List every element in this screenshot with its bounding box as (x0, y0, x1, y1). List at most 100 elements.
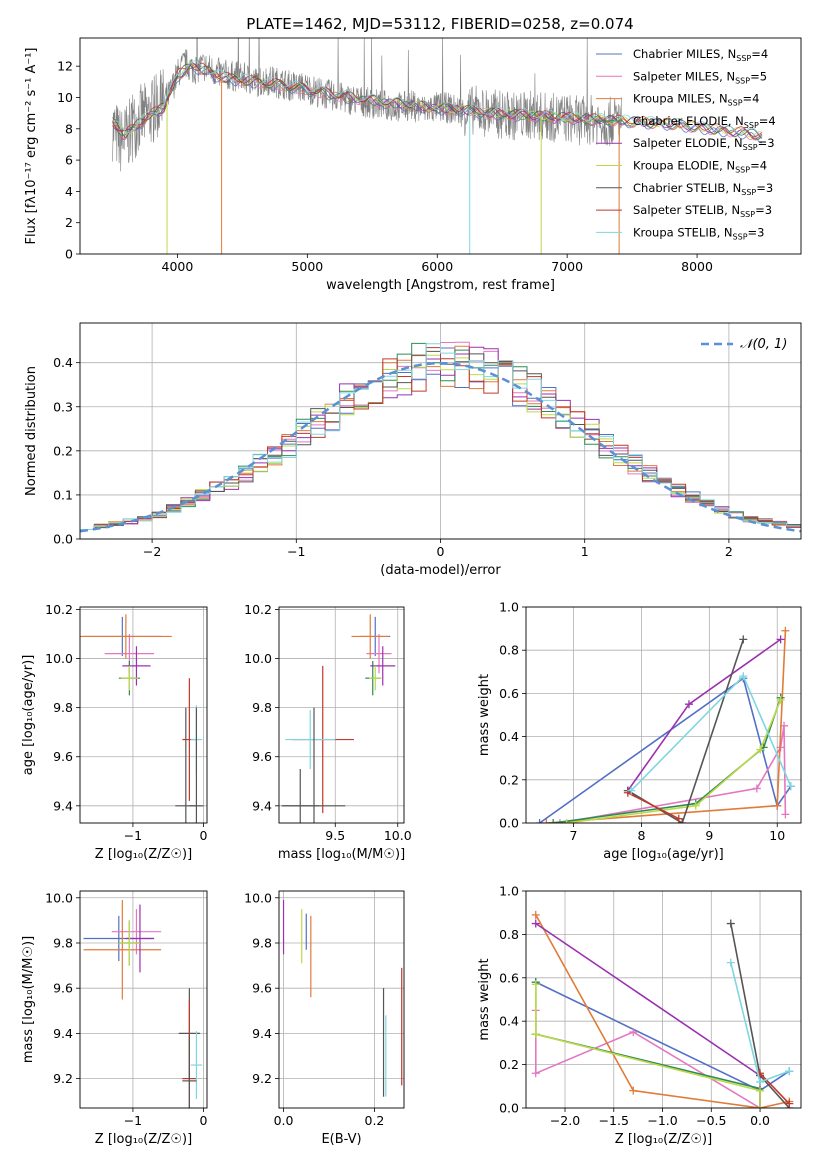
plot-area (83, 900, 203, 1108)
y-axis-label: mass [log₁₀(M/M☉)] (21, 936, 36, 1063)
mass-weight-marker (786, 782, 795, 791)
mass-weight-marker (773, 801, 782, 810)
x-tick-label: −2.0 (550, 1113, 580, 1128)
mass-weight-marker (555, 819, 564, 823)
x-tick-label: 0.2 (365, 1113, 385, 1128)
plot-area (281, 614, 396, 823)
y-tick-label: 6 (65, 153, 73, 168)
legend-label: Salpeter ELODIE, NSSP=3 (633, 136, 775, 152)
mass-weight-marker (776, 635, 785, 644)
y-tick-label: 9.6 (53, 749, 73, 764)
mass-weight-marker (562, 819, 571, 823)
mass-weight-marker (726, 958, 735, 967)
mass-weight-line (535, 982, 761, 1108)
y-tick-label: 0.2 (499, 1057, 519, 1072)
model-spectrum-line (112, 60, 763, 138)
x-tick-label: 10.0 (384, 828, 412, 843)
mass-weight-marker (531, 910, 540, 919)
x-axis-label: mass [log₁₀(M/M☉)] (278, 847, 405, 862)
mass-weight-line (759, 1072, 790, 1105)
mass-weight-line (627, 792, 680, 820)
mass-weight-marker (739, 635, 748, 644)
axes-frame (79, 322, 802, 540)
mass-weight-marker (531, 1069, 540, 1078)
y-tick-label: 9.6 (252, 749, 272, 764)
legend-label: Salpeter STELIB, NSSP=3 (633, 203, 772, 219)
mass-weight-marker (781, 626, 790, 635)
x-tick-label: 8000 (681, 259, 713, 274)
y-tick-label: 9.4 (252, 1026, 272, 1041)
legend-label: Kroupa STELIB, NSSP=3 (633, 225, 764, 241)
x-tick-label: 0 (199, 1113, 207, 1128)
plot-area (80, 341, 801, 533)
x-tick-label: 9 (705, 828, 713, 843)
y-tick-label: 0.1 (53, 487, 73, 502)
y-tick-label: 9.6 (252, 981, 272, 996)
mass-weight-marker (674, 814, 683, 823)
y-tick-label: 0.3 (53, 399, 73, 414)
x-tick-label: 5000 (291, 259, 323, 274)
mass-weight-marker (629, 1086, 638, 1095)
observed-spectrum-line (112, 38, 622, 172)
mass-weight-marker (684, 700, 693, 709)
y-tick-label: 0.0 (499, 1101, 519, 1116)
x-tick-label: 7000 (551, 259, 583, 274)
y-tick-label: 10.0 (244, 651, 272, 666)
y-axis-label: mass weight (477, 958, 492, 1040)
plot-area (531, 910, 794, 1108)
mass-weight-marker (542, 819, 551, 823)
y-tick-label: 1.0 (499, 884, 519, 899)
mass-weight-marker (752, 784, 761, 793)
y-tick-label: 0.0 (499, 816, 519, 831)
y-tick-label: 4 (65, 184, 73, 199)
y-tick-label: 9.4 (252, 798, 272, 813)
axes-age-vs-Z: −1 0 9.4 9.6 9.8 10.0 10.2 Z [log₁₀(Z/Z☉)] age [… (21, 602, 207, 862)
axes-frame (79, 606, 208, 824)
mass-weight-marker (776, 695, 785, 704)
model-spectrum-line (112, 63, 763, 139)
x-tick-label: 9.5 (325, 828, 345, 843)
x-axis-label: wavelength [Angstrom, rest frame] (326, 278, 555, 293)
legend-label: Kroupa MILES, NSSP=4 (633, 92, 759, 108)
x-tick-label: 7 (570, 828, 578, 843)
x-tick-label: 2 (725, 544, 733, 559)
x-axis-label: Z [log₁₀(Z/Z☉)] (95, 1132, 192, 1147)
y-tick-label: 10.2 (244, 602, 272, 617)
y-tick-label: 1.0 (499, 600, 519, 615)
axes-frame (79, 37, 802, 255)
mass-weight-marker (678, 819, 687, 823)
axes-frame (278, 890, 405, 1109)
mass-weight-line (535, 914, 790, 1108)
axes-frame (79, 890, 208, 1109)
mass-weight-marker (785, 1099, 794, 1108)
axes-frame (525, 890, 802, 1109)
x-tick-label: −1.0 (647, 1113, 677, 1128)
x-tick-label: 0.0 (750, 1113, 770, 1128)
axes-mass-vs-EBV: 0.0 0.2 9.2 9.4 9.6 9.8 10.0 E(B-V) (244, 890, 404, 1147)
mass-weight-marker (535, 819, 544, 823)
legend-label: Chabrier STELIB, NSSP=3 (633, 181, 773, 197)
mass-weight-marker (739, 672, 748, 681)
y-tick-label: 12 (57, 59, 73, 74)
legend-label: Salpeter MILES, NSSP=5 (633, 69, 767, 85)
plot-area (282, 900, 403, 1097)
legend-label: Chabrier ELODIE, NSSP=4 (633, 114, 776, 130)
y-tick-label: 8 (65, 121, 73, 136)
axes-frame (525, 606, 802, 824)
y-tick-label: 0.4 (499, 1014, 519, 1029)
mass-weight-marker (629, 1028, 638, 1037)
legend-label: Chabrier MILES, NSSP=4 (633, 47, 768, 63)
mass-weight-marker (531, 1030, 540, 1039)
axes-mass-vs-Z: −1 0 9.2 9.4 9.6 9.8 10.0 Z [log₁₀(Z/Z☉)] mass [… (21, 890, 207, 1147)
y-axis-label: Flux [fλ10⁻¹⁷ erg cm⁻² s⁻¹ A⁻¹] (24, 48, 39, 245)
y-tick-label: 9.8 (53, 935, 73, 950)
y-tick-label: 9.6 (53, 981, 73, 996)
y-tick-label: 0.4 (53, 355, 73, 370)
x-axis-label: age [log₁₀(age/yr)] (603, 847, 724, 862)
x-axis-label: Z [log₁₀(Z/Z☉)] (95, 847, 192, 862)
x-tick-label: 6000 (421, 259, 453, 274)
mass-weight-line (546, 630, 787, 823)
y-tick-label: 0.2 (499, 772, 519, 787)
mass-weight-marker (726, 919, 735, 928)
x-tick-label: −1 (287, 544, 305, 559)
